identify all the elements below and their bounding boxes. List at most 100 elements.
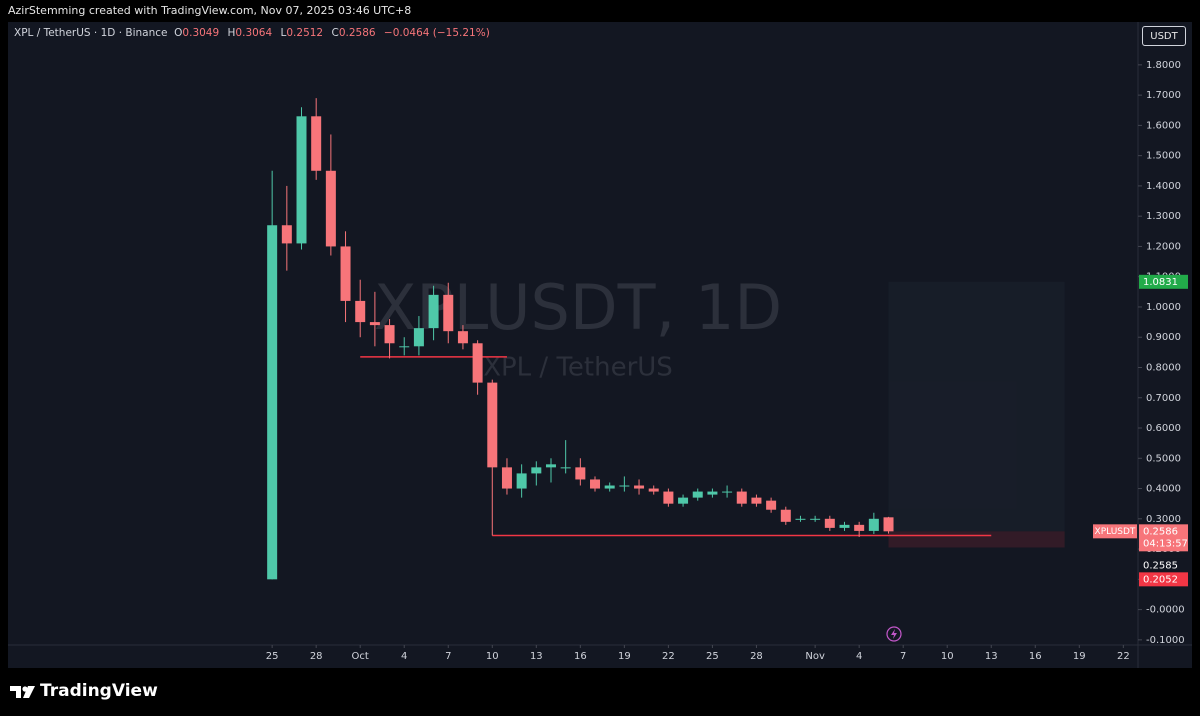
candle-body (487, 382, 498, 468)
candle-body (399, 346, 410, 348)
symbol-tag (1093, 524, 1137, 539)
y-tick-label: 0.6000 (1146, 423, 1181, 434)
legend-label: H (227, 27, 236, 39)
countdown-label: 04:13:57 (1143, 538, 1188, 549)
y-tick-label: -0.0000 (1146, 605, 1185, 616)
candle-body (795, 518, 806, 520)
y-tick-label: -0.1000 (1146, 635, 1185, 646)
x-tick-label: 13 (530, 651, 543, 662)
x-tick-label: 7 (445, 651, 451, 662)
candle-body (281, 225, 292, 244)
y-tick-label: 0.4000 (1146, 484, 1181, 495)
candle-body (340, 246, 351, 301)
brand: TradingView (40, 681, 158, 701)
x-tick-label: Oct (352, 651, 369, 662)
y-tick-label: 0.3000 (1146, 514, 1181, 525)
x-tick-label: 28 (310, 651, 323, 662)
candle-body (545, 464, 556, 468)
candle-body (369, 322, 380, 326)
x-tick-label: Nov (805, 651, 825, 662)
legend-label: O (174, 27, 183, 39)
target-tag-label: 1.0831 (1143, 277, 1178, 288)
x-tick-label: 19 (618, 651, 631, 662)
logo-icon (10, 686, 35, 698)
x-tick-label: 13 (985, 651, 998, 662)
y-tick-label: 1.7000 (1146, 90, 1181, 101)
x-tick-label: 22 (1117, 651, 1130, 662)
x-tick-label: 16 (1029, 651, 1042, 662)
candle-body (501, 467, 512, 489)
candle-body (575, 467, 586, 480)
candle-body (634, 485, 645, 489)
candle-body (707, 491, 718, 495)
x-tick-label: 28 (750, 651, 763, 662)
position-profit (888, 281, 1065, 532)
y-tick-label: 1.2000 (1146, 241, 1181, 252)
y-tick-label: 1.8000 (1146, 60, 1181, 71)
candle-body (443, 294, 454, 332)
candle-body (619, 485, 630, 487)
candle-body (736, 491, 747, 504)
symbol-title: XPL / TetherUS · 1D · Binance (14, 27, 168, 39)
symbol-label: XPLUSDT (1095, 527, 1136, 537)
legend-value: 0.3064 (235, 27, 273, 39)
candle-body (296, 116, 307, 244)
y-tick-label: 1.5000 (1146, 151, 1181, 162)
last-price-tag (1139, 524, 1188, 552)
stop-tag-label: 0.2052 (1143, 574, 1178, 585)
last-price-label: 0.2586 (1143, 526, 1178, 537)
x-tick-label: 10 (941, 651, 954, 662)
currency-button[interactable]: USDT (1142, 26, 1186, 46)
stop-tag (1139, 572, 1188, 587)
x-tick-label: 10 (486, 651, 499, 662)
candle-body (604, 485, 615, 489)
watermark: XPLUSDT, 1D (374, 271, 782, 344)
legend-change: −0.0464 (−15.21%) (383, 27, 490, 39)
candle-body (531, 467, 542, 474)
position-loss (888, 531, 1065, 548)
y-tick-label: 0.8000 (1146, 362, 1181, 373)
legend-value: 0.3049 (182, 27, 220, 39)
x-tick-label: 25 (706, 651, 719, 662)
candle-body (428, 294, 439, 329)
candle-body (267, 225, 278, 580)
candle-body (413, 328, 424, 347)
entry-tag (1139, 558, 1188, 573)
y-tick-label: 0.7000 (1146, 393, 1181, 404)
watermark-subtitle: XPL / TetherUS (483, 353, 673, 383)
x-tick-label: 22 (662, 651, 675, 662)
candle-body (883, 517, 894, 532)
candle-body (692, 491, 703, 498)
panel (8, 22, 1192, 668)
legend-label: C (331, 27, 339, 39)
legend: XPL / TetherUS · 1D · Binance O0.3049 H0… (14, 27, 495, 39)
candle-body (311, 116, 322, 171)
candle-body (868, 518, 879, 531)
alert-icon (886, 626, 902, 642)
candle-body (355, 300, 366, 323)
target-tag (1139, 274, 1188, 289)
legend-label: L (280, 27, 287, 39)
legend-value: 0.2586 (338, 27, 376, 39)
candle-body (457, 331, 468, 344)
entry-tag-label: 0.2585 (1143, 560, 1178, 571)
x-tick-label: 4 (856, 651, 862, 662)
candle-body (780, 509, 791, 522)
y-tick-label: 1.0000 (1146, 302, 1181, 313)
candle-body (516, 473, 527, 489)
x-tick-label: 7 (900, 651, 906, 662)
candle-body (824, 518, 835, 528)
y-tick-label: 0.9000 (1146, 332, 1181, 343)
y-tick-label: 1.4000 (1146, 181, 1181, 192)
x-tick-label: 25 (266, 651, 279, 662)
candle-body (854, 524, 865, 531)
candle-body (810, 518, 821, 520)
y-tick-label: 1.6000 (1146, 120, 1181, 131)
candle-body (325, 170, 336, 247)
candle-body (560, 467, 571, 469)
candle-body (472, 343, 483, 383)
candle-body (384, 325, 395, 344)
x-tick-label: 4 (401, 651, 407, 662)
